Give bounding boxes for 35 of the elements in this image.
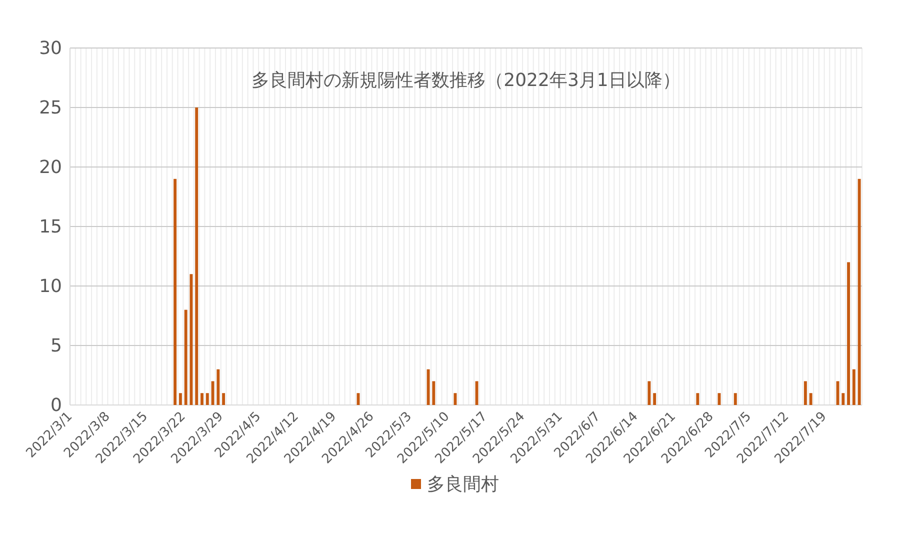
bar — [184, 310, 188, 405]
legend-item: 多良間村 — [411, 474, 499, 495]
bar — [804, 381, 807, 405]
bar — [178, 393, 182, 405]
y-tick-label: 20 — [39, 157, 62, 178]
y-tick-label: 5 — [50, 336, 62, 356]
y-tick-label: 10 — [39, 276, 62, 297]
bar — [222, 393, 226, 405]
bar — [842, 393, 845, 405]
bar — [475, 381, 478, 405]
bar — [190, 274, 193, 405]
bar — [858, 178, 861, 405]
bar — [200, 393, 204, 405]
bar — [211, 381, 214, 405]
bar — [648, 381, 651, 405]
bar — [195, 108, 198, 405]
bar — [432, 381, 436, 405]
legend-label: 多良間村 — [427, 474, 499, 495]
bar — [454, 393, 457, 405]
bar — [216, 369, 220, 405]
bar — [696, 393, 700, 405]
y-tick-label: 30 — [39, 38, 62, 59]
bar — [426, 369, 430, 405]
bar — [653, 393, 656, 405]
y-tick-label: 25 — [39, 98, 62, 118]
bar — [718, 393, 721, 405]
text: 多良間村の新規陽性者数推移（2022年3月1日以降） — [252, 70, 680, 91]
y-tick-label: 0 — [50, 395, 62, 416]
y-tick-label: 15 — [39, 216, 62, 238]
bar — [809, 393, 812, 405]
bar — [852, 369, 856, 405]
bar — [734, 393, 737, 405]
bar — [206, 393, 209, 405]
bar — [847, 262, 850, 405]
bar — [174, 178, 177, 405]
